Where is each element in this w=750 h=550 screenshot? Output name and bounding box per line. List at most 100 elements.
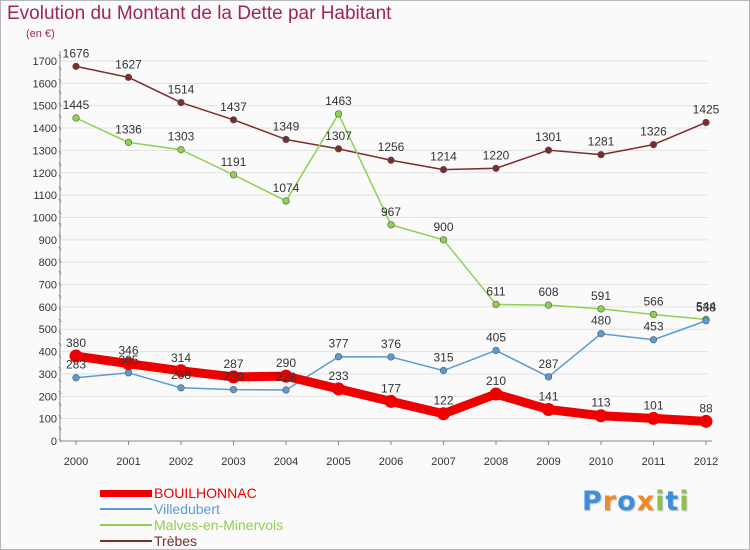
data-label: 315 (433, 351, 453, 365)
legend-swatch (100, 490, 152, 497)
data-label: 177 (381, 381, 401, 395)
data-label: 290 (276, 356, 296, 370)
data-point (597, 330, 605, 338)
data-point (177, 384, 185, 392)
data-point (439, 236, 448, 244)
data-label: 1256 (378, 140, 405, 154)
data-point (387, 156, 395, 164)
data-label: 1214 (430, 150, 457, 164)
legend-label: Malves-en-Minervois (154, 517, 284, 533)
data-label: 122 (433, 394, 453, 408)
y-tick-label: 1600 (33, 78, 57, 90)
data-point (332, 382, 345, 396)
y-tick-label: 1300 (33, 145, 57, 157)
data-point (124, 369, 133, 377)
x-tick-label: 2002 (169, 456, 193, 468)
data-point (282, 135, 290, 144)
data-point (177, 146, 185, 154)
logo-letter: i (655, 486, 666, 517)
data-label: 1445 (63, 98, 90, 112)
logo-letter: o (617, 486, 637, 517)
data-label: 101 (643, 398, 663, 412)
data-point (647, 411, 660, 425)
data-label: 113 (591, 396, 610, 410)
data-point (229, 171, 238, 179)
data-point (702, 317, 710, 325)
data-label: 1336 (115, 122, 142, 136)
x-tick-label: 2005 (326, 456, 350, 468)
data-label: 233 (328, 369, 348, 383)
y-tick-label: 1000 (33, 212, 57, 224)
y-tick-label: 700 (39, 280, 57, 292)
data-point (334, 110, 343, 118)
data-point (492, 346, 500, 355)
data-label: 405 (486, 330, 506, 344)
x-tick-label: 2009 (536, 456, 560, 468)
legend-label: Trèbes (154, 533, 198, 549)
data-point (387, 353, 395, 361)
data-point (282, 197, 290, 205)
data-label: 1437 (220, 100, 247, 114)
data-label: 1191 (221, 155, 247, 169)
data-point (649, 141, 658, 149)
chart-title: Evolution du Montant de la Dette par Hab… (7, 3, 392, 24)
proxiti-logo: Proxiti (582, 486, 690, 517)
y-tick-label: 0 (51, 436, 57, 448)
data-point (229, 116, 238, 124)
y-tick-label: 900 (39, 235, 57, 247)
data-point (649, 310, 658, 319)
chart-subtitle: (en €) (26, 28, 55, 40)
data-label: 283 (66, 358, 86, 372)
data-label: 1349 (273, 119, 300, 133)
data-label: 544 (696, 299, 716, 313)
y-tick-label: 800 (39, 257, 57, 269)
x-tick-label: 2010 (589, 456, 613, 468)
data-point (279, 369, 293, 383)
data-point (699, 414, 713, 428)
logo-letter: P (582, 486, 603, 517)
y-tick-label: 200 (39, 391, 57, 403)
data-label: 480 (591, 314, 611, 328)
data-label: 287 (538, 357, 558, 371)
data-point (544, 146, 553, 154)
series-lines (69, 62, 713, 428)
data-label: 1425 (693, 102, 720, 116)
data-label: 346 (118, 344, 138, 358)
data-point (439, 166, 448, 174)
data-point (282, 386, 290, 394)
data-point (702, 118, 710, 127)
x-tick-label: 2001 (116, 456, 140, 468)
x-tick-label: 2007 (431, 456, 455, 468)
y-tick-label: 400 (39, 347, 57, 359)
data-label: 900 (433, 220, 453, 234)
data-point (437, 407, 450, 421)
data-point (492, 300, 500, 309)
data-label: 238 (171, 368, 191, 382)
data-label: 1326 (640, 125, 667, 139)
y-tick-label: 1400 (33, 123, 57, 135)
data-point (544, 301, 553, 309)
axes: 0 100 200 300 400 500 600 700 800 900 1000 1100 1200… (33, 51, 718, 468)
data-point (384, 394, 398, 408)
data-label: 591 (591, 289, 611, 303)
legend-swatch (100, 540, 152, 542)
data-label: 611 (486, 284, 505, 298)
legend-swatch (100, 524, 152, 526)
data-point (387, 221, 395, 229)
data-point (597, 151, 605, 159)
data-label: 1303 (168, 130, 195, 144)
data-point (544, 373, 553, 381)
data-point (124, 138, 133, 146)
data-point (229, 385, 238, 394)
data-point (177, 98, 185, 107)
data-point (594, 409, 608, 423)
y-tick-label: 600 (39, 302, 57, 314)
x-tick-label: 2004 (274, 456, 298, 468)
data-label: 305 (118, 353, 138, 367)
data-label: 287 (223, 357, 243, 371)
data-label: 1074 (273, 181, 300, 195)
data-label: 1301 (535, 130, 562, 144)
data-point (124, 73, 133, 81)
y-tick-label: 100 (39, 414, 57, 426)
